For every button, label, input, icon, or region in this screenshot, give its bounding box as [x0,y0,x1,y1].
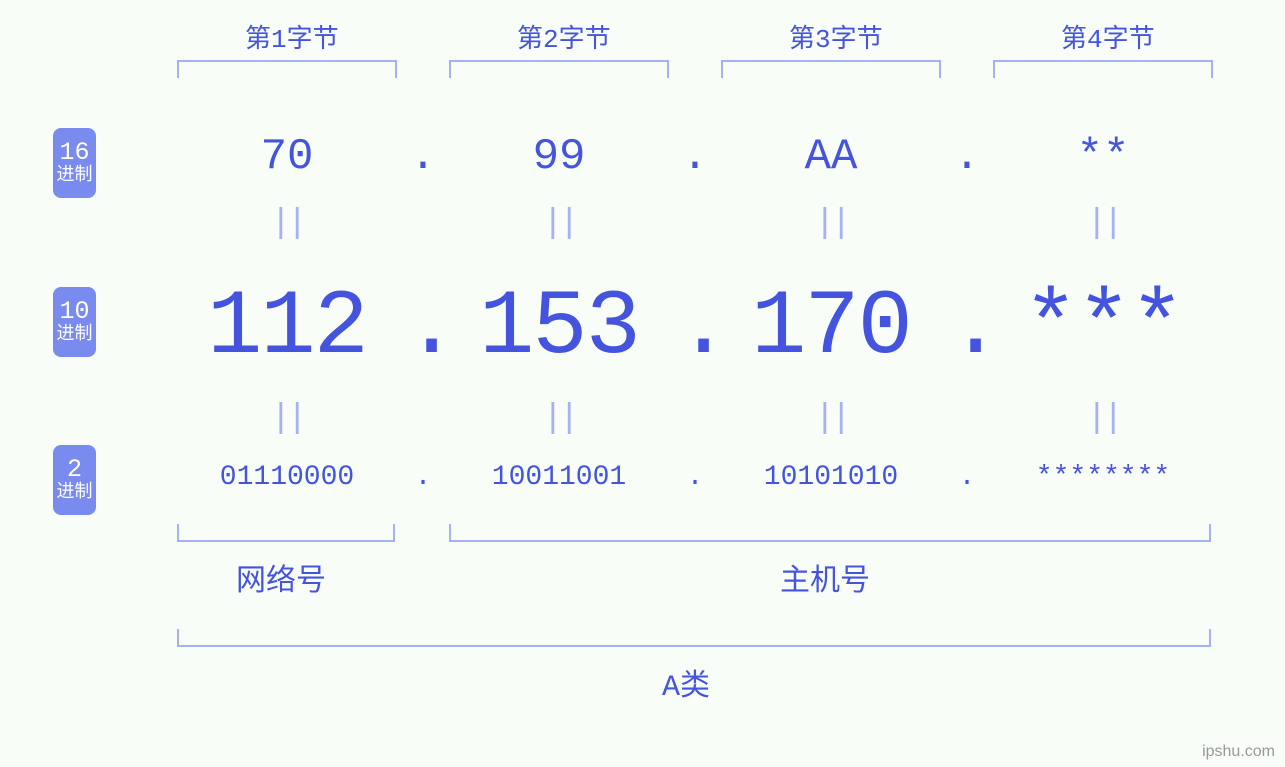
top-bracket-3 [721,60,941,78]
bin-row: 01110000 . 10011001 . 10101010 . *******… [170,462,1220,493]
equals-1-2: || [442,205,676,243]
byte-label-3: 第3字节 [789,18,883,55]
equals-2-2: || [442,400,676,438]
top-bracket-4 [993,60,1213,78]
class-label: A类 [662,660,710,705]
hex-octet-2: 99 [442,132,676,182]
equals-1-3: || [714,205,948,243]
byte-label-2: 第2字节 [517,18,611,55]
bin-octet-3: 10101010 [714,462,948,493]
hex-dot-3: . [948,132,986,182]
class-bracket [177,629,1211,647]
hex-octet-1: 70 [170,132,404,182]
watermark: ipshu.com [1202,743,1275,761]
badge-hex-num: 16 [59,139,89,167]
hex-octet-3: AA [714,132,948,182]
base-badge-dec: 10 进制 [53,287,96,357]
dec-row: 112 . 153 . 170 . *** [170,275,1220,380]
diagram-container: 第1字节 第2字节 第3字节 第4字节 16 进制 10 进制 2 进制 70 … [0,0,1285,767]
hex-dot-1: . [404,132,442,182]
equals-1-4: || [986,205,1220,243]
bin-dot-3: . [948,462,986,493]
badge-dec-text: 进制 [57,326,93,346]
equals-1-1: || [170,205,404,243]
dec-octet-2: 153 [442,275,676,380]
equals-row-1: || || || || [170,205,1220,243]
top-bracket-1 [177,60,397,78]
bin-dot-1: . [404,462,442,493]
top-bracket-2 [449,60,669,78]
equals-2-1: || [170,400,404,438]
equals-row-2: || || || || [170,400,1220,438]
dec-octet-4: *** [986,275,1220,380]
badge-hex-text: 进制 [57,167,93,187]
badge-bin-num: 2 [67,456,82,484]
base-badge-bin: 2 进制 [53,445,96,515]
bin-octet-2: 10011001 [442,462,676,493]
dec-octet-1: 112 [170,275,404,380]
host-label: 主机号 [780,555,870,600]
byte-label-1: 第1字节 [245,18,339,55]
byte-label-4: 第4字节 [1061,18,1155,55]
hex-octet-4: ** [986,132,1220,182]
dec-dot-1: . [404,275,442,380]
badge-dec-num: 10 [59,298,89,326]
bin-dot-2: . [676,462,714,493]
hex-dot-2: . [676,132,714,182]
bottom-bracket-network [177,524,395,542]
network-label: 网络号 [236,555,326,600]
bottom-bracket-host [449,524,1211,542]
equals-2-4: || [986,400,1220,438]
equals-2-3: || [714,400,948,438]
bin-octet-1: 01110000 [170,462,404,493]
bin-octet-4: ******** [986,462,1220,493]
badge-bin-text: 进制 [57,484,93,504]
dec-octet-3: 170 [714,275,948,380]
base-badge-hex: 16 进制 [53,128,96,198]
hex-row: 70 . 99 . AA . ** [170,132,1220,182]
dec-dot-3: . [948,275,986,380]
dec-dot-2: . [676,275,714,380]
